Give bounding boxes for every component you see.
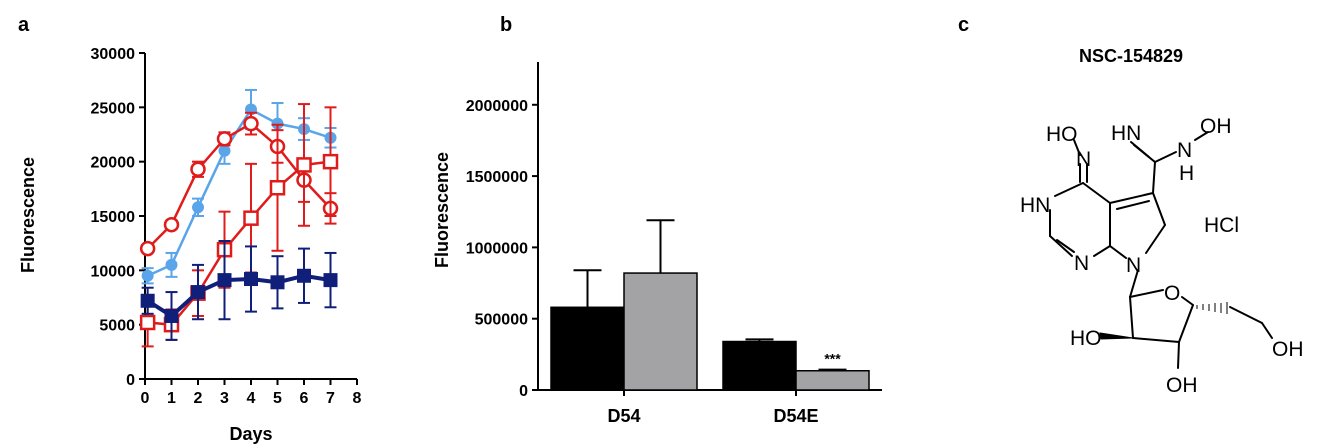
data-point (190, 161, 206, 178)
atom-label: N (1126, 254, 1141, 277)
data-point (322, 153, 339, 170)
y-tick-label: 1000000 (466, 240, 528, 257)
y-tick-label: 10000 (91, 263, 136, 280)
y-axis-title: Fluorescence (432, 152, 452, 268)
data-point (243, 210, 259, 226)
y-axis-title: Fluorescence (18, 157, 38, 273)
data-point (165, 258, 178, 271)
x-tick-label: 5 (273, 390, 282, 407)
atom-label: OH (1200, 115, 1232, 138)
data-point (217, 273, 232, 288)
bar (623, 272, 698, 391)
y-tick-label: 0 (126, 372, 135, 389)
data-point (192, 201, 204, 214)
y-tick-label: 30000 (91, 46, 136, 63)
x-tick-label: 2 (194, 390, 203, 407)
x-tick-label: D54E (773, 406, 818, 426)
data-point (244, 272, 258, 287)
panel-b-letter: b (500, 14, 513, 36)
y-tick-label: 2000000 (466, 98, 528, 115)
atom-label: HO (1046, 123, 1078, 146)
data-point (323, 273, 338, 288)
atom-label: N (1076, 148, 1091, 171)
atom-label: HN (1111, 122, 1141, 145)
series-4 (140, 239, 338, 341)
x-tick-label: 6 (300, 390, 309, 407)
y-tick-label: 25000 (91, 100, 136, 117)
data-point (216, 131, 233, 147)
data-point (139, 240, 156, 257)
y-tick-label: 1500000 (466, 169, 528, 186)
x-tick-label: 0 (141, 390, 150, 407)
atom-label: OH (1272, 338, 1304, 361)
x-tick-label: 7 (326, 390, 335, 407)
data-point (163, 216, 180, 233)
structure-atom-labels: HO N HN OH N H HN N N HCl O HO OH OH (1020, 115, 1304, 397)
y-tick-label: 15000 (91, 209, 136, 226)
atom-label: HN (1020, 194, 1050, 217)
data-point (296, 157, 312, 173)
y-tick-label: 0 (519, 383, 528, 400)
y-tick-label: 20000 (91, 155, 136, 172)
x-tick-label: 4 (247, 390, 256, 407)
x-tick-label: 1 (167, 390, 176, 407)
atom-label: N (1177, 139, 1192, 162)
data-point (297, 268, 311, 283)
x-tick-label: 8 (353, 390, 362, 407)
y-tick-label: 500000 (475, 312, 528, 329)
data-point (139, 314, 156, 331)
structure-title: NSC-154829 (1079, 46, 1183, 66)
data-point (191, 285, 205, 300)
data-point (270, 275, 285, 290)
data-point (141, 269, 154, 282)
atom-label: O (1164, 282, 1180, 305)
atom-label: HO (1070, 327, 1102, 350)
y-tick-label: 5000 (99, 318, 135, 335)
structure-wedges (1099, 302, 1228, 340)
data-point (271, 117, 284, 130)
bar (722, 340, 797, 391)
bar (795, 369, 870, 391)
x-tick-label: D54 (607, 406, 640, 426)
bar (550, 306, 625, 391)
data-point (140, 293, 155, 308)
structure-bonds (1049, 131, 1273, 369)
atom-label: OH (1166, 374, 1198, 397)
x-axis-title: Days (229, 424, 272, 444)
panel-c-letter: c (958, 14, 970, 36)
atom-label: HCl (1204, 214, 1239, 237)
panel-a-letter: a (18, 14, 30, 36)
chemical-structure: NSC-154829 (1020, 46, 1304, 397)
atom-label: N (1074, 252, 1089, 275)
x-tick-label: 3 (220, 390, 229, 407)
atom-label: H (1179, 162, 1194, 185)
data-point (218, 144, 231, 157)
data-point (164, 308, 179, 323)
data-point (243, 115, 259, 132)
data-point (269, 179, 286, 196)
significance-label: *** (824, 351, 841, 367)
